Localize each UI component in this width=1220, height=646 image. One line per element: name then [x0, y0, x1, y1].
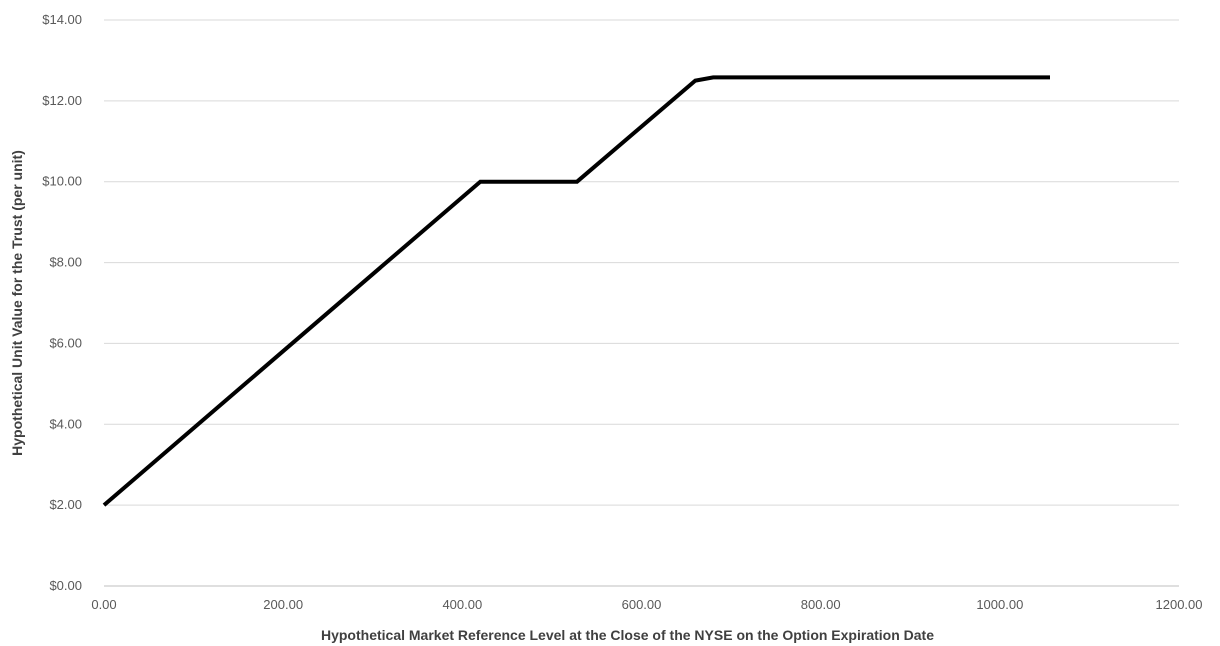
y-tick-label: $0.00	[49, 578, 82, 593]
y-tick-label: $12.00	[42, 93, 82, 108]
x-tick-label: 600.00	[622, 597, 662, 612]
x-tick-label: 400.00	[442, 597, 482, 612]
y-tick-label: $6.00	[49, 335, 82, 350]
x-axis-title: Hypothetical Market Reference Level at t…	[321, 627, 934, 643]
x-tick-label: 0.00	[91, 597, 116, 612]
x-tick-label: 1200.00	[1156, 597, 1203, 612]
y-tick-label: $14.00	[42, 12, 82, 27]
y-tick-label: $8.00	[49, 255, 82, 270]
gridlines	[104, 19, 1179, 506]
y-tick-label: $4.00	[49, 416, 82, 431]
y-tick-labels: $0.00 $2.00 $4.00 $6.00 $8.00 $10.00 $12.00 $14…	[42, 12, 82, 593]
y-axis-title: Hypothetical Unit Value for the Trust (p…	[9, 150, 25, 456]
y-tick-label: $10.00	[42, 174, 82, 189]
x-tick-label: 1000.00	[976, 597, 1023, 612]
series-line	[102, 75, 1050, 507]
y-tick-label: $2.00	[49, 497, 82, 512]
x-tick-label: 800.00	[801, 597, 841, 612]
series-group	[102, 75, 1050, 507]
x-tick-labels: 0.00 200.00 400.00 600.00 800.00 1000.00 1200.…	[91, 597, 1202, 612]
x-tick-label: 200.00	[263, 597, 303, 612]
